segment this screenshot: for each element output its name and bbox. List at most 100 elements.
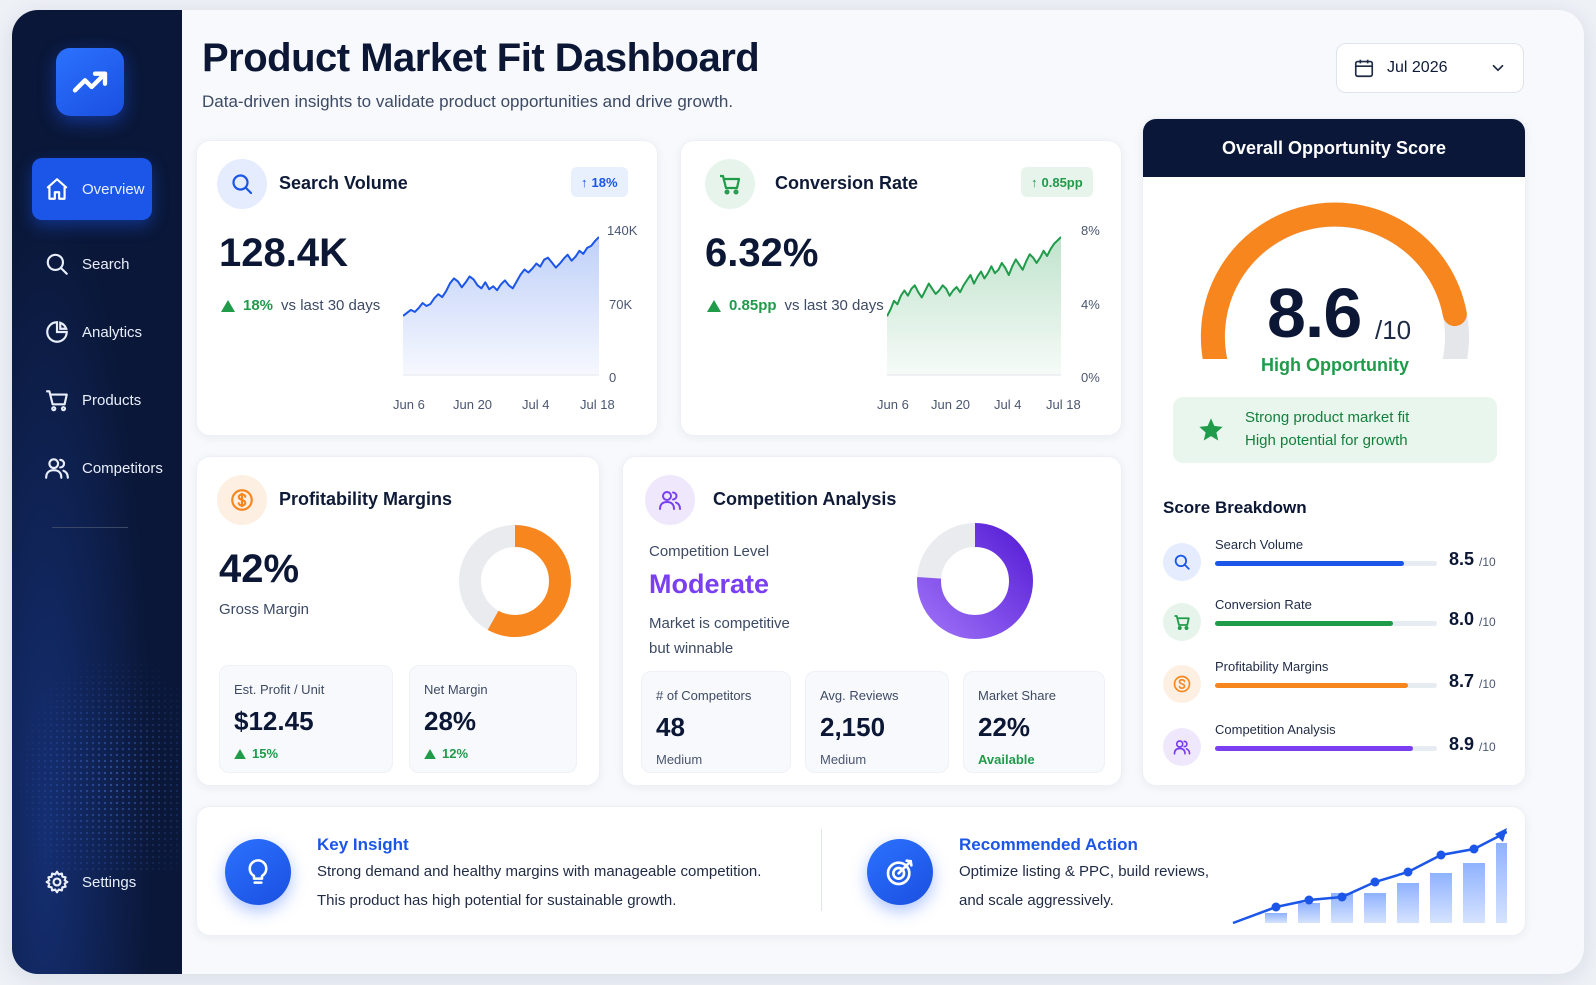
- date-picker[interactable]: Jul 2026: [1336, 43, 1524, 93]
- breakdown-value: 8.7: [1449, 671, 1475, 691]
- competition-desc-line1: Market is competitive: [649, 615, 790, 632]
- delta-value: 18%: [243, 297, 274, 314]
- target-icon: [886, 859, 913, 886]
- recommended-action-line1: Optimize listing & PPC, build reviews,: [959, 863, 1210, 880]
- donut-segment: [917, 523, 1033, 639]
- growth-point-4: [1403, 867, 1413, 877]
- dollar-icon: [231, 489, 253, 511]
- cart-icon: [46, 390, 68, 412]
- breakdown-denominator: /10: [1479, 677, 1496, 691]
- score-breakdown-title: Score Breakdown: [1163, 498, 1307, 517]
- badge-line1: Strong product market fit: [1245, 409, 1410, 426]
- box-value: 22%: [978, 712, 1031, 742]
- x-tick-label: Jul 18: [1046, 397, 1081, 412]
- breakdown-track: [1215, 683, 1437, 688]
- growth-bar-4: [1397, 883, 1419, 923]
- breakdown-name: Competition Analysis: [1215, 722, 1336, 737]
- conversion-rate-value: 6.32%: [705, 231, 819, 275]
- box-label: # of Competitors: [656, 688, 752, 703]
- breakdown-track: [1215, 561, 1437, 566]
- sidebar-item-analytics[interactable]: Analytics: [32, 302, 152, 362]
- breakdown-row-competition: Competition Analysis 8.9 /10: [1163, 722, 1507, 772]
- app-logo[interactable]: [56, 48, 124, 116]
- profitability-card: Profitability Margins 42% Gross Margin E…: [196, 456, 600, 786]
- box-label: Est. Profit / Unit: [234, 682, 325, 697]
- growth-bar-1: [1298, 903, 1320, 923]
- badge-value: 0.85pp: [1041, 174, 1083, 190]
- conversion-rate-delta: 0.85pp vs last 30 days: [707, 297, 884, 314]
- opportunity-gauge: [1200, 202, 1469, 359]
- breakdown-icon-wrap: [1163, 665, 1201, 703]
- growth-bar-6: [1463, 863, 1485, 923]
- conversion-icon-wrap: [705, 159, 755, 209]
- delta-text: vs last 30 days: [281, 297, 381, 314]
- sidebar-item-search[interactable]: Search: [32, 234, 152, 294]
- recommended-action-title: Recommended Action: [959, 835, 1138, 854]
- sidebar-item-settings[interactable]: Settings: [32, 852, 152, 912]
- triangle-up-icon: [707, 299, 721, 312]
- page-title: Product Market Fit Dashboard: [202, 36, 760, 80]
- growth-bar-7: [1496, 843, 1507, 923]
- y-tick-label: 0: [609, 370, 617, 385]
- key-insight-line2: This product has high potential for sust…: [317, 892, 677, 909]
- sidebar-divider: [52, 527, 128, 528]
- sidebar-item-label: Competitors: [82, 459, 163, 477]
- star-icon: [1199, 418, 1223, 441]
- box-note: Available: [978, 752, 1035, 767]
- search-icon: [1174, 554, 1190, 570]
- breakdown-icon-wrap: [1163, 728, 1201, 766]
- growth-bar-5: [1430, 873, 1452, 923]
- arrow-up-icon: ↑: [1031, 174, 1038, 190]
- breakdown-row-conversion-rate: Conversion Rate 8.0 /10: [1163, 597, 1507, 647]
- breakdown-track: [1215, 746, 1437, 751]
- y-tick-label: 140K: [607, 223, 638, 238]
- score-summary-badge: Strong product market fit High potential…: [1173, 397, 1497, 463]
- recommended-action-line2: and scale aggressively.: [959, 892, 1114, 909]
- growth-point-2: [1337, 892, 1347, 902]
- est-profit-box: Est. Profit / Unit $12.45 15%: [219, 665, 393, 773]
- competition-desc-line2: but winnable: [649, 640, 734, 657]
- competitors-count-box: # of Competitors 48 Medium: [641, 671, 791, 773]
- sidebar-item-overview[interactable]: Overview: [32, 158, 152, 220]
- breakdown-name: Profitability Margins: [1215, 659, 1329, 674]
- search-volume-chart: [403, 236, 599, 376]
- breakdown-icon-wrap: [1163, 543, 1201, 581]
- search-volume-value: 128.4K: [219, 231, 348, 275]
- breakdown-value: 8.9: [1449, 734, 1475, 754]
- breakdown-value: 8.0: [1449, 609, 1475, 629]
- pie-chart-icon: [46, 321, 68, 343]
- calendar-icon: [1354, 59, 1374, 78]
- conversion-rate-card: Conversion Rate ↑ 0.85pp 6.32% 0.85pp vs …: [680, 140, 1122, 436]
- search-volume-delta: 18% vs last 30 days: [221, 297, 380, 314]
- breakdown-denominator: /10: [1479, 740, 1496, 754]
- breakdown-denominator: /10: [1479, 615, 1496, 629]
- sidebar-item-competitors[interactable]: Competitors: [32, 438, 163, 498]
- market-share-box: Market Share 22% Available: [963, 671, 1105, 773]
- gross-margin-value: 42%: [219, 547, 300, 591]
- competition-icon-wrap: [645, 475, 695, 525]
- box-note: 12%: [424, 746, 468, 761]
- sidebar: Overview Search Analytics Products Compe…: [12, 10, 182, 974]
- score-denominator: /10: [1375, 315, 1412, 345]
- box-value: 28%: [424, 706, 477, 736]
- box-note: 15%: [234, 746, 278, 761]
- profitability-title: Profitability Margins: [279, 489, 453, 509]
- box-label: Net Margin: [424, 682, 488, 697]
- growth-point-6: [1469, 844, 1479, 854]
- y-tick-label: 0%: [1081, 370, 1100, 385]
- x-tick-label: Jun 20: [931, 397, 971, 412]
- sidebar-item-products[interactable]: Products: [32, 370, 152, 430]
- competition-donut: [917, 523, 1033, 639]
- breakdown-value: 8.5: [1449, 549, 1475, 569]
- badge-value: 18%: [591, 174, 618, 190]
- date-value: Jul 2026: [1387, 59, 1448, 76]
- breakdown-row-search-volume: Search Volume 8.5 /10: [1163, 537, 1507, 587]
- breakdown-fill: [1215, 683, 1409, 688]
- box-label: Market Share: [978, 688, 1057, 703]
- search-volume-icon-wrap: [217, 159, 267, 209]
- profitability-icon-wrap: [217, 475, 267, 525]
- delta-value: 0.85pp: [729, 297, 777, 314]
- breakdown-name: Search Volume: [1215, 537, 1304, 552]
- insight-divider: [821, 829, 822, 911]
- conversion-rate-chart: [887, 236, 1061, 376]
